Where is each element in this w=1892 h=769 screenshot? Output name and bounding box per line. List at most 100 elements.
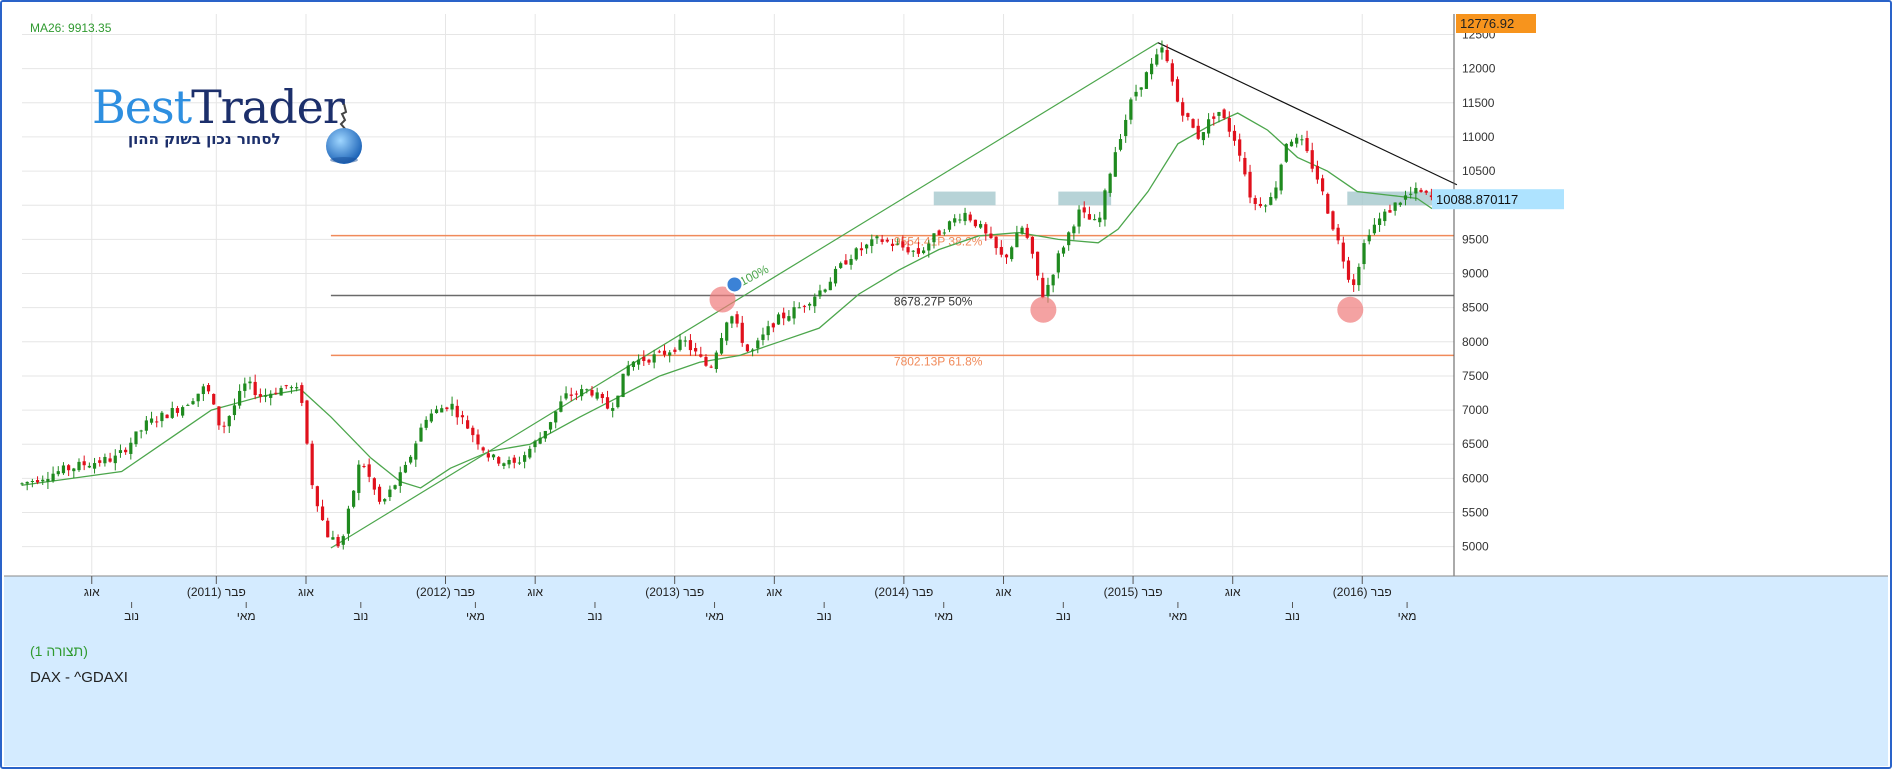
candle-body (942, 232, 946, 234)
candle-body (1186, 113, 1190, 117)
candle-body (160, 412, 164, 422)
candle-body (1424, 190, 1428, 193)
x-tick-label: מאי (237, 609, 256, 623)
candle-body (1175, 79, 1180, 102)
candle-body (1357, 266, 1361, 286)
candle-body (1010, 247, 1014, 260)
candle-body (787, 316, 791, 321)
candle-body (813, 296, 817, 307)
candle-body (191, 401, 195, 405)
candle-body (1206, 119, 1211, 134)
candle-body (1284, 143, 1288, 162)
candle-body (1118, 139, 1123, 150)
candle-body (1108, 173, 1112, 193)
candle-body (253, 381, 257, 396)
x-tick-label: פבר (2014) (874, 585, 933, 599)
candle-body (1232, 130, 1237, 141)
candle-body (1077, 209, 1081, 227)
y-tick-label: 9500 (1462, 232, 1489, 246)
besttrader-logo: BestTrader לסחור נכון בשוק ההון (92, 80, 362, 164)
candle-body (533, 441, 537, 448)
x-tick-label: אוג (1225, 585, 1241, 599)
candle-body (1155, 54, 1159, 65)
candle-body (580, 389, 584, 397)
candle-body (890, 243, 895, 246)
candle-body (880, 239, 884, 242)
x-tick-label: אוג (84, 585, 100, 599)
top-price-badge: 12776.92 (1460, 16, 1514, 31)
candle-body (341, 536, 345, 545)
candle-body (170, 408, 174, 418)
candle-body (1388, 210, 1392, 213)
candle-body (590, 389, 594, 396)
candle-body (113, 455, 117, 464)
candle-body (1341, 242, 1345, 262)
x-tick-label: אוג (996, 585, 1012, 599)
y-tick-label: 9000 (1462, 267, 1489, 281)
candle-body (196, 393, 200, 402)
candle-body (481, 447, 485, 451)
candle-body (922, 250, 926, 254)
candle-body (699, 354, 703, 357)
candle-body (87, 465, 91, 468)
candle-body (1429, 195, 1434, 198)
candle-body (683, 340, 687, 342)
candle-body (1227, 118, 1231, 132)
candle-body (735, 314, 739, 324)
candle-body (828, 281, 832, 291)
candle-body (98, 460, 102, 463)
candle-body (859, 248, 864, 251)
candle-body (41, 479, 45, 482)
candle-body (1326, 193, 1330, 214)
x-tick-label: אוג (766, 585, 782, 599)
candle-body (911, 250, 915, 252)
candle-body (1346, 260, 1351, 280)
candle-body (357, 464, 361, 493)
candle-body (989, 233, 993, 239)
candle-body (1030, 236, 1035, 254)
x-tick-label: מאי (1168, 609, 1187, 623)
candle-body (517, 462, 522, 464)
x-tick-label: נוב (1056, 609, 1071, 623)
x-tick-label: מאי (1398, 609, 1417, 623)
candle-body (445, 407, 449, 410)
candle-body (217, 406, 221, 426)
candle-body (82, 461, 86, 466)
resistance-zone (1347, 191, 1437, 206)
x-tick-label: מאי (466, 609, 485, 623)
candle-body (1295, 137, 1299, 144)
downtrend-line (1157, 42, 1458, 186)
x-tick-label: מאי (705, 609, 724, 623)
candle-body (186, 404, 190, 406)
candle-body (512, 457, 516, 463)
candle-body (616, 395, 620, 408)
ma26-line (21, 112, 1433, 489)
candle-body (46, 478, 50, 482)
candle-body (279, 387, 283, 396)
candle-body (745, 344, 750, 352)
view-label: (תצורה 1) (30, 643, 88, 659)
candle-body (1196, 125, 1200, 139)
candle-body (129, 442, 133, 454)
candle-body (1222, 109, 1226, 119)
candle-body (719, 338, 724, 354)
candle-body (1362, 243, 1366, 265)
candle-body (362, 466, 366, 468)
resistance-zone (1058, 191, 1112, 206)
candle-body (310, 443, 314, 486)
candle-body (434, 409, 439, 414)
candle-body (56, 471, 60, 475)
top-price-badge-box (1456, 14, 1536, 33)
candle-body (564, 393, 568, 399)
candle-body (403, 464, 408, 473)
candle-body (1315, 165, 1320, 180)
candle-body (973, 219, 978, 227)
candle-body (626, 365, 630, 376)
last-price-badge-box (1432, 189, 1564, 210)
candle-body (1113, 152, 1117, 177)
candle-body (497, 457, 501, 464)
candle-body (844, 260, 848, 265)
candle-body (621, 373, 625, 397)
